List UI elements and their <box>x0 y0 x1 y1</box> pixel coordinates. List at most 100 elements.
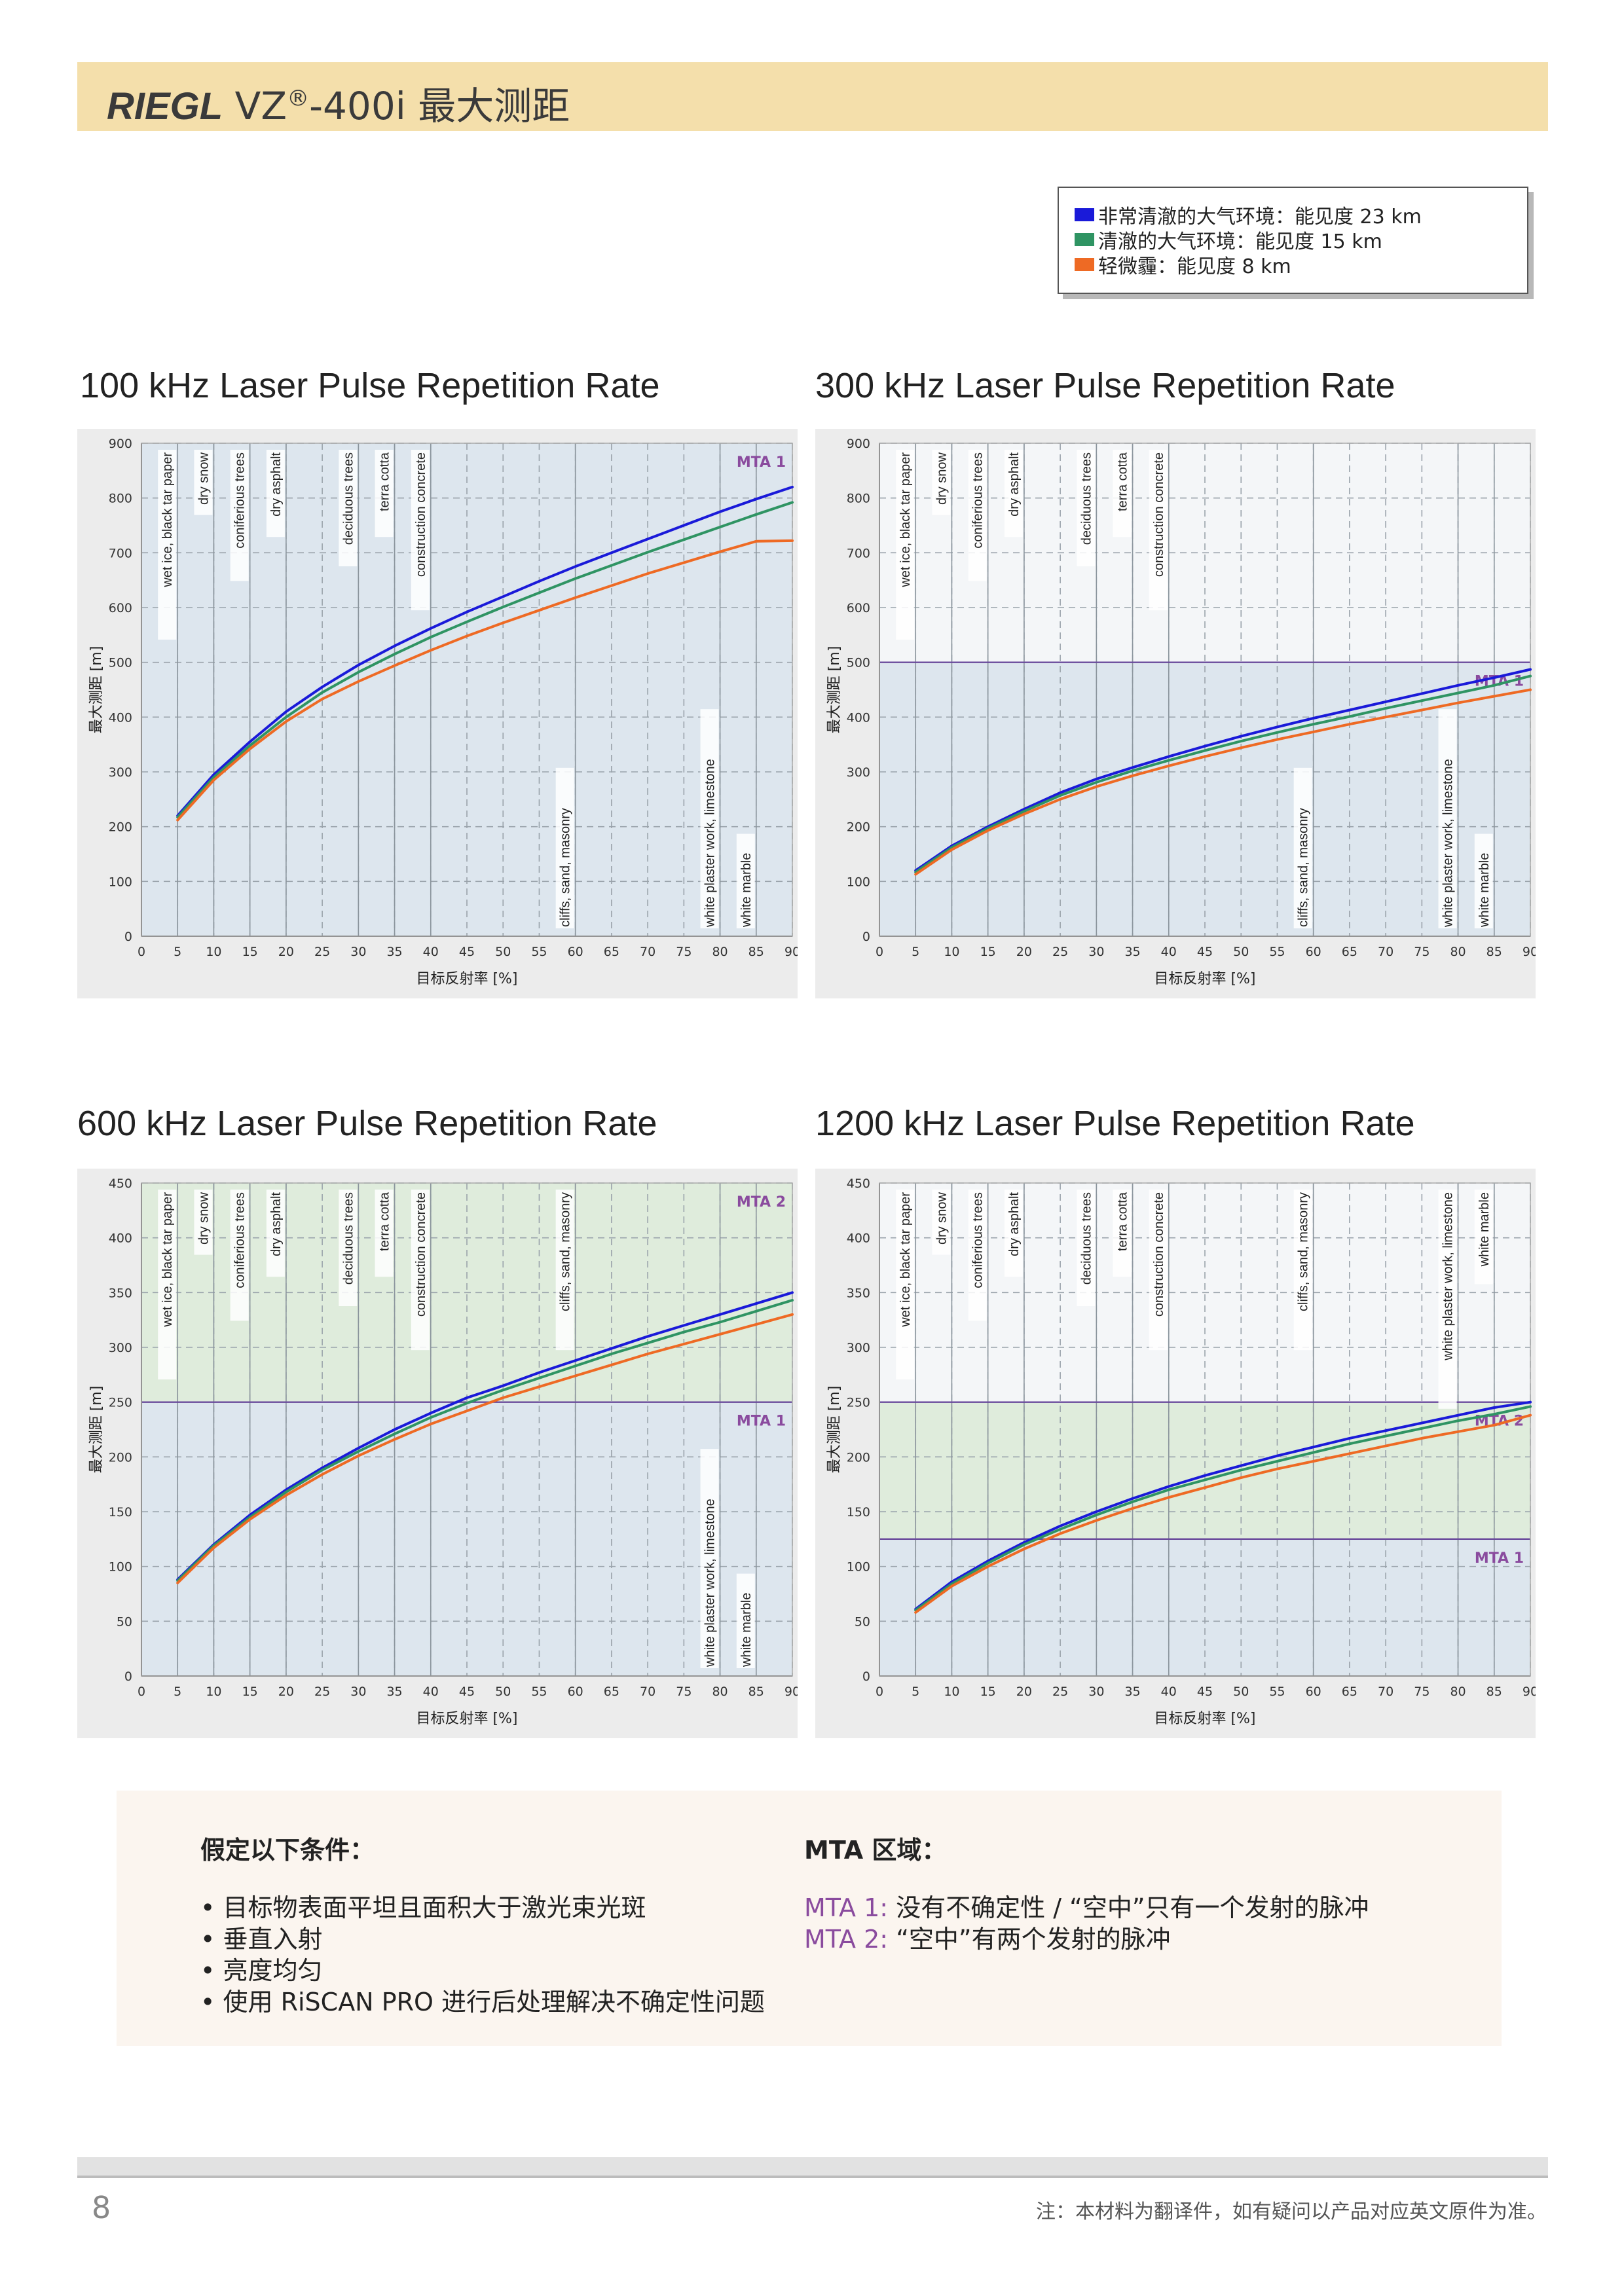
material-label-bg <box>555 767 574 928</box>
x-tick-label: 60 <box>568 1685 583 1699</box>
mta-zone-label: MTA 1 <box>737 454 786 471</box>
x-tick-label: 50 <box>1233 945 1249 959</box>
x-tick-label: 55 <box>531 1685 547 1699</box>
mta-item-text: 没有不确定性 / “空中”只有一个发射的脉冲 <box>896 1893 1369 1922</box>
x-tick-label: 30 <box>1088 1685 1104 1699</box>
condition-item: • 目标物表面平坦且面积大于激光束光斑 <box>200 1893 646 1922</box>
material-label: white marble <box>739 1593 754 1667</box>
x-tick-label: 5 <box>174 945 181 959</box>
x-tick-label: 50 <box>495 1685 511 1699</box>
material-label-bg <box>411 450 430 611</box>
y-tick-label: 500 <box>847 656 870 670</box>
x-tick-label: 70 <box>1378 945 1393 959</box>
x-tick-label: 35 <box>1124 1685 1140 1699</box>
material-label-bg <box>700 709 719 928</box>
x-tick-label: 15 <box>242 1685 258 1699</box>
y-tick-label: 800 <box>109 492 132 506</box>
x-tick-label: 60 <box>1306 1685 1321 1699</box>
x-tick-label: 65 <box>604 1685 619 1699</box>
chart-legend: 非常清澈的大气环境：能见度 23 km 清澈的大气环境：能见度 15 km 轻微… <box>1058 187 1528 294</box>
material-label: construction concrete <box>1152 452 1166 577</box>
y-axis-label: 最大测距 [m] <box>88 646 105 734</box>
chart-panel-100khz: 0 100 200 300 400 500 600 700 800 900 0 5 10 15 20 25 30… <box>77 429 798 998</box>
y-axis-label: 最大测距 [m] <box>826 646 843 734</box>
condition-item: • 使用 RiSCAN PRO 进行后处理解决不确定性问题 <box>200 1988 765 2016</box>
y-tick-label: 0 <box>124 930 132 944</box>
x-tick-label: 5 <box>174 1685 181 1699</box>
material-label: dry snow <box>196 452 211 505</box>
mta-item-label: MTA 1: <box>804 1893 889 1922</box>
x-tick-label: 80 <box>1450 945 1466 959</box>
material-label-bg <box>1438 1190 1457 1409</box>
legend-label: 清澈的大气环境：能见度 15 km <box>1098 230 1382 253</box>
material-label: wet ice, black tar paper <box>160 452 175 588</box>
x-tick-label: 10 <box>206 1685 221 1699</box>
footnote: 注：本材料为翻译件，如有疑问以产品对应英文原件为准。 <box>1036 2200 1547 2223</box>
title-cn: 最大测距 <box>418 84 570 128</box>
material-label-bg <box>158 450 177 640</box>
x-tick-label: 35 <box>386 945 402 959</box>
y-axis-label: 最大测距 [m] <box>88 1386 105 1474</box>
series-line <box>914 1400 1532 1611</box>
legend-label: 非常清澈的大气环境：能见度 23 km <box>1098 206 1422 228</box>
x-tick-label: 35 <box>386 1685 402 1699</box>
mta-item: MTA 1: 没有不确定性 / “空中”只有一个发射的脉冲 <box>804 1887 1369 1923</box>
x-tick-label: 25 <box>314 1685 330 1699</box>
x-tick-label: 70 <box>640 945 655 959</box>
material-label-bg <box>1293 1190 1312 1351</box>
x-tick-label: 85 <box>748 1685 764 1699</box>
plot-border <box>141 443 793 937</box>
x-tick-label: 0 <box>138 945 145 959</box>
material-label: dry asphalt <box>1007 452 1022 517</box>
y-tick-label: 100 <box>109 1560 132 1575</box>
legend-item: 轻微霾：能见度 8 km <box>1075 252 1291 278</box>
x-tick-label: 40 <box>1161 1685 1177 1699</box>
x-tick-label: 0 <box>876 945 883 959</box>
chart-1200khz: 0 50 100 150 200 250 300 350 400 450 0 5 10 15 20 25 30 3… <box>826 1176 1536 1727</box>
y-tick-label: 700 <box>109 546 132 560</box>
material-label-bg <box>932 1190 951 1255</box>
series-line <box>914 1405 1532 1612</box>
x-tick-label: 70 <box>640 1685 655 1699</box>
y-tick-label: 450 <box>109 1176 132 1191</box>
material-label: deciduous trees <box>341 452 356 545</box>
header-bar: RIEGL VZ®-400i 最大测距 <box>77 62 1548 131</box>
material-label-bg <box>230 450 249 581</box>
material-label-bg <box>968 450 987 581</box>
x-tick-label: 55 <box>1269 1685 1285 1699</box>
material-label: terra cotta <box>378 452 392 511</box>
material-label-bg <box>194 450 213 515</box>
material-label: dry asphalt <box>269 452 284 517</box>
page-number: 8 <box>92 2190 111 2225</box>
y-tick-label: 300 <box>847 765 870 780</box>
y-tick-label: 150 <box>109 1505 132 1520</box>
y-tick-label: 700 <box>847 546 870 560</box>
x-tick-label: 90 <box>784 1685 798 1699</box>
material-label: dry snow <box>196 1192 211 1245</box>
x-tick-label: 45 <box>459 1685 475 1699</box>
y-tick-label: 900 <box>847 437 870 451</box>
y-tick-label: 350 <box>847 1286 870 1300</box>
material-label: cliffs, sand, masonry <box>1297 808 1311 927</box>
x-tick-label: 40 <box>423 1685 439 1699</box>
material-label: deciduous trees <box>1079 452 1094 545</box>
chart-panel-600khz: 0 50 100 150 200 250 300 350 400 450 0 5 10 15 20 25 30 3… <box>77 1169 798 1738</box>
x-tick-label: 75 <box>1414 945 1430 959</box>
material-label-bg <box>230 1190 249 1321</box>
plot-border <box>141 1182 793 1677</box>
legend-item: 非常清澈的大气环境：能见度 23 km <box>1075 202 1422 228</box>
series-line <box>914 1413 1532 1614</box>
x-tick-label: 45 <box>459 945 475 959</box>
x-tick-label: 80 <box>1450 1685 1466 1699</box>
material-label: terra cotta <box>1116 452 1130 511</box>
condition-item: • 垂直入射 <box>200 1925 323 1954</box>
legend-item: 清澈的大气环境：能见度 15 km <box>1075 227 1382 253</box>
material-label: dry snow <box>934 1192 949 1245</box>
x-tick-label: 10 <box>944 945 959 959</box>
x-tick-label: 65 <box>1342 945 1357 959</box>
series-line <box>176 539 794 822</box>
y-tick-label: 500 <box>109 656 132 670</box>
material-label-bg <box>896 450 915 640</box>
material-label: dry asphalt <box>269 1192 284 1256</box>
material-label: cliffs, sand, masonry <box>559 808 573 927</box>
